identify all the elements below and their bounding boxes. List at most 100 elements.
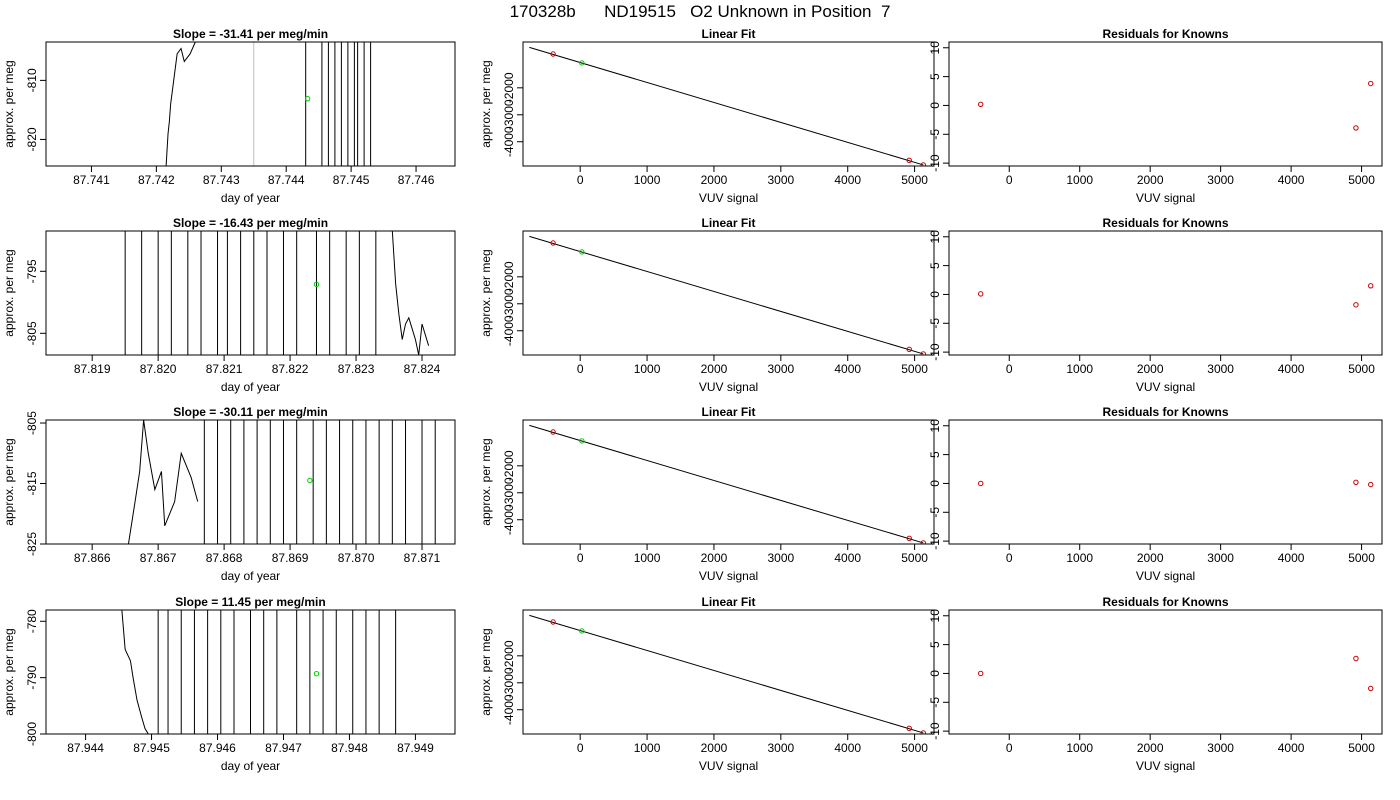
plot-frame [948,230,1383,356]
x-tick-label: 3000 [767,551,794,565]
x-tick-label: 5000 [901,741,928,755]
plot-frame [522,419,935,545]
x-tick-label: 87.946 [199,741,236,755]
known-point [920,162,926,166]
y-axis-label: approx. per meg [2,249,16,336]
known-point [906,725,912,732]
known-point [1368,80,1374,87]
known-point [1353,655,1359,662]
y-tick-label: -805 [25,411,39,435]
y-tick-label: -2000 [502,261,516,292]
x-tick-label: 1000 [1066,362,1093,376]
x-tick-label: 0 [577,741,584,755]
plot-area [529,235,926,355]
subplot-3-3: Residuals for Knowns VUV signal 0 1000 2000 3… [928,405,1383,583]
known-point [920,540,926,544]
x-tick-label: 2000 [1137,741,1164,755]
x-tick-label: 5000 [901,173,928,187]
plot-area [978,283,1374,308]
x-tick-label: 0 [1006,173,1013,187]
x-tick-label: 87.746 [398,173,435,187]
known-point [906,157,912,164]
unknown-point [579,628,585,634]
plot-frame [948,41,1383,167]
y-tick-label: -5 [928,697,942,708]
x-tick-label: 87.948 [331,741,368,755]
known-point [550,619,556,625]
x-tick-label: 0 [577,173,584,187]
x-tick-label: 4000 [1278,551,1305,565]
y-tick-label: -790 [25,665,39,689]
y-tick-label: -4000 [502,126,516,157]
x-tick-label: 0 [1006,741,1013,755]
x-axis-label: day of year [221,569,280,583]
x-axis-label: VUV signal [699,569,758,583]
subplot-2-3: Residuals for Knowns VUV signal 0 1000 2000 3… [928,216,1383,394]
subplot-4-1: Slope = 11.45 per meg/min day of year appr… [2,595,456,773]
fit-line [529,46,924,166]
y-tick-label: 5 [928,262,942,269]
plot-area [121,610,397,734]
x-axis-label: day of year [221,380,280,394]
y-axis-label: approx. per meg [479,60,493,147]
x-axis-label: VUV signal [1136,569,1195,583]
known-point [1368,481,1374,488]
unknown-point [307,477,313,484]
known-point [1353,302,1359,308]
y-tick-label: -10 [928,722,942,740]
x-tick-label: 0 [577,362,584,376]
x-tick-label: 1000 [634,551,661,565]
x-axis-label: VUV signal [1136,380,1195,394]
known-point [1368,685,1374,692]
y-tick-label: -3000 [502,99,516,130]
y-tick-label: -780 [25,609,39,633]
x-tick-label: 87.945 [133,741,170,755]
x-tick-label: 87.819 [74,362,111,376]
x-tick-label: 1000 [634,741,661,755]
panel-title: Residuals for Knowns [1102,216,1228,230]
y-tick-label: 0 [928,291,942,298]
x-tick-label: 3000 [1207,551,1234,565]
panel-title: Residuals for Knowns [1102,27,1228,41]
plot-area [124,231,430,355]
known-point [978,101,984,107]
known-point [920,730,926,734]
x-tick-label: 4000 [1278,741,1305,755]
x-tick-label: 87.744 [268,173,305,187]
x-tick-label: 3000 [1207,362,1234,376]
plot-area [165,42,372,166]
y-axis-label: approx. per meg [2,628,16,715]
x-tick-label: 2000 [1137,551,1164,565]
panel-title: Linear Fit [701,595,755,609]
plot-area [529,46,926,166]
x-tick-label: 5000 [901,551,928,565]
x-tick-label: 4000 [834,362,861,376]
x-tick-label: 2000 [1137,362,1164,376]
plot-frame [948,419,1383,545]
y-tick-label: -5 [928,318,942,329]
x-tick-label: 2000 [701,173,728,187]
fit-line [529,424,924,544]
x-axis-label: VUV signal [699,380,758,394]
x-tick-label: 5000 [1348,741,1375,755]
known-point [550,429,556,435]
unknown-point [313,281,320,288]
x-tick-label: 87.869 [272,551,309,565]
unknown-point [579,249,585,255]
y-tick-label: 0 [928,670,942,677]
x-tick-label: 87.741 [73,173,110,187]
x-tick-label: 4000 [1278,173,1305,187]
x-tick-label: 0 [1006,362,1013,376]
x-tick-label: 0 [577,551,584,565]
known-point [978,291,984,297]
plot-area [529,614,926,734]
y-tick-label: -4000 [502,504,516,535]
x-tick-label: 87.820 [140,362,177,376]
x-tick-label: 3000 [767,741,794,755]
x-tick-label: 87.870 [338,551,375,565]
plot-frame [45,230,456,356]
panel-title: Slope = -30.11 per meg/min [173,405,327,419]
plot-area [127,420,436,544]
plot-frame [948,609,1383,735]
x-axis-label: VUV signal [699,191,758,205]
